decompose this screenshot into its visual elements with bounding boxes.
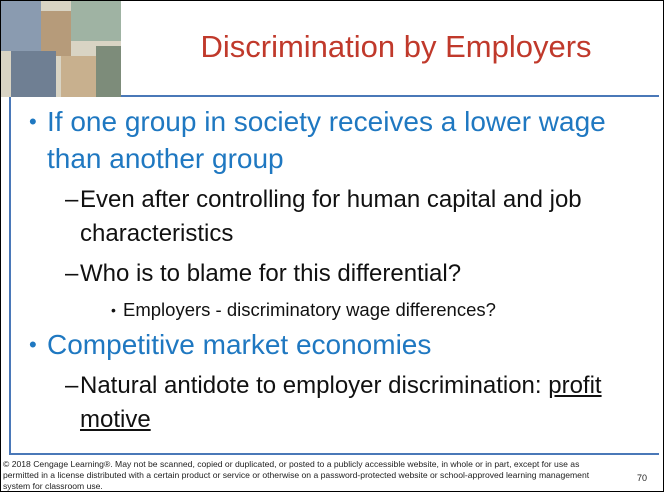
bullet-text: Competitive market economies	[47, 329, 431, 360]
frame-line	[9, 97, 11, 453]
frame-line	[121, 95, 659, 97]
bullet: Competitive market economies	[25, 326, 655, 363]
bullet-text: Even after controlling for human capital…	[80, 186, 582, 247]
slide: Discrimination by Employers If one group…	[0, 0, 664, 492]
slide-title: Discrimination by Employers	[131, 29, 661, 65]
bullet-text: Who is to blame for this differential?	[80, 260, 461, 287]
bullet-text: Natural antidote to employer discriminat…	[80, 372, 548, 399]
bullet: Even after controlling for human capital…	[25, 183, 655, 251]
bullet: Employers - discriminatory wage differen…	[25, 297, 655, 323]
bullet: Who is to blame for this differential?	[25, 257, 655, 291]
copyright: © 2018 Cengage Learning®. May not be sca…	[3, 459, 615, 492]
header-photo	[1, 1, 121, 97]
bullet-text: If one group in society receives a lower…	[47, 106, 606, 174]
page-number: 70	[637, 473, 647, 483]
frame-line	[9, 453, 659, 455]
bullet: If one group in society receives a lower…	[25, 103, 655, 177]
bullet: Natural antidote to employer discriminat…	[25, 369, 655, 437]
bullet-text: Employers - discriminatory wage differen…	[123, 299, 496, 320]
bullet-list: If one group in society receives a lower…	[25, 100, 655, 437]
